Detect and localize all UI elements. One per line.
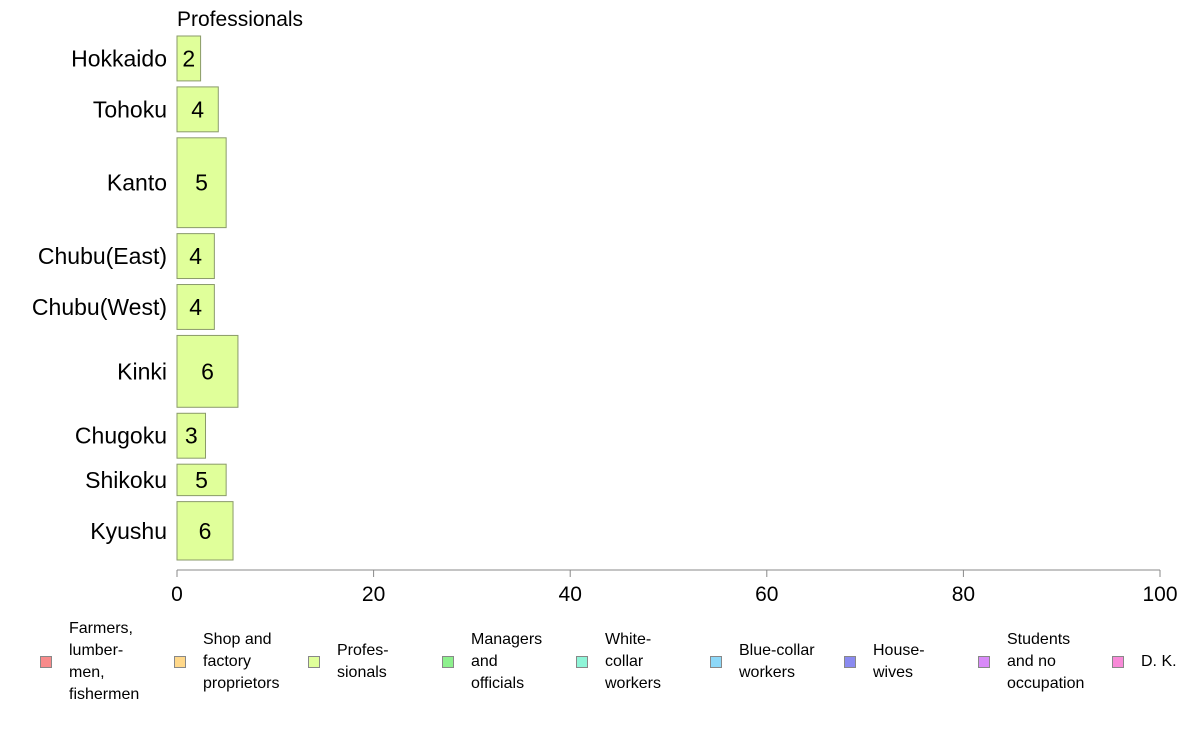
legend-label: House- wives — [873, 642, 925, 681]
legend-item: Managers and officials — [442, 618, 542, 706]
legend-swatch — [844, 656, 856, 668]
legend-swatch — [308, 656, 320, 668]
bar-shikoku — [176, 463, 227, 497]
bar-value-label: 2 — [182, 45, 195, 71]
legend-swatch — [710, 656, 722, 668]
legend-label: Managers and officials — [471, 631, 543, 692]
legend-swatch — [442, 656, 454, 668]
legend-swatch — [174, 656, 186, 668]
legend-label: Blue-collar workers — [739, 642, 815, 681]
chart-title: Professionals — [177, 8, 303, 31]
legend-swatch — [40, 656, 52, 668]
bars-group: 2 4 5 4 4 6 3 5 6 — [176, 35, 239, 561]
legend-swatch — [1112, 656, 1124, 668]
category-label: Kanto — [107, 170, 167, 196]
bar-kanto — [176, 137, 227, 229]
bar-value-label: 4 — [189, 294, 202, 320]
bar-chubu-west — [176, 284, 215, 330]
bar-value-label: 4 — [189, 243, 202, 269]
x-tick-label: 60 — [755, 583, 778, 606]
category-label: Chubu(West) — [32, 294, 167, 320]
legend-label: Students and no occupation — [1007, 631, 1085, 692]
category-label: Shikoku — [85, 467, 167, 493]
legend-item: Students and no occupation — [978, 618, 1084, 706]
legend-item: Shop and factory proprietors — [174, 618, 279, 706]
legend-label: Farmers, lumber- men, fishermen — [69, 620, 140, 703]
bar-kinki — [176, 334, 239, 408]
category-label: Chugoku — [75, 423, 167, 449]
bar-value-label: 4 — [191, 96, 204, 122]
legend-swatch — [576, 656, 588, 668]
x-tick-label: 40 — [559, 583, 582, 606]
category-label: Kinki — [117, 358, 167, 384]
category-label: Kyushu — [90, 518, 167, 544]
x-tick-label: 20 — [362, 583, 385, 606]
legend-label: Profes- sionals — [337, 642, 389, 681]
bar-chubu-east — [176, 233, 215, 280]
bar-tohoku — [176, 86, 219, 133]
bar-chugoku — [176, 412, 207, 459]
category-label: Tohoku — [93, 96, 167, 122]
bar-value-label: 3 — [185, 423, 198, 449]
legend-item: Profes- sionals — [308, 618, 389, 706]
x-tick-label: 0 — [171, 583, 183, 606]
legend-swatch — [978, 656, 990, 668]
bar-value-label: 5 — [195, 170, 208, 196]
legend-item: Farmers, lumber- men, fishermen — [40, 618, 139, 706]
category-label: Chubu(East) — [38, 243, 167, 269]
legend-label: White- collar workers — [605, 631, 662, 692]
x-axis: 0 20 40 60 80 100 — [171, 569, 1178, 606]
legend: Farmers, lumber- men, fishermen Shop and … — [0, 618, 1188, 728]
legend-label: D. K. — [1141, 653, 1177, 670]
category-labels: Hokkaido Tohoku Kanto Chubu(East) Chubu(West… — [32, 45, 167, 543]
bar-value-label: 5 — [195, 467, 208, 493]
legend-item: D. K. — [1112, 618, 1177, 706]
bar-hokkaido — [176, 35, 202, 82]
x-tick-label: 80 — [952, 583, 975, 606]
legend-item: Blue-collar workers — [710, 618, 815, 706]
bar-kyushu — [176, 501, 234, 561]
bar-value-label: 6 — [199, 518, 212, 544]
bar-value-label: 6 — [201, 358, 214, 384]
legend-item: House- wives — [844, 618, 925, 706]
category-label: Hokkaido — [71, 45, 167, 71]
bar-chart: Professionals 2 4 5 4 4 6 3 5 6 Hokkaido Tohoku Ka… — [32, 8, 1178, 606]
x-tick-label: 100 — [1142, 583, 1177, 606]
legend-label: Shop and factory proprietors — [203, 631, 280, 692]
legend-item: White- collar workers — [576, 618, 661, 706]
